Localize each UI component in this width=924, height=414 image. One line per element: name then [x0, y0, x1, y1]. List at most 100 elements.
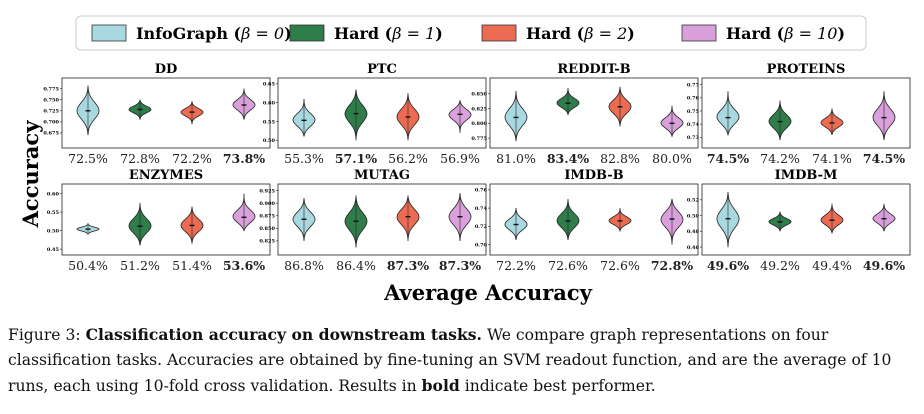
y-tick-label: 0.75 — [687, 109, 700, 115]
caption-bold-word: bold — [421, 376, 460, 395]
y-tick-label: 0.70 — [475, 242, 488, 248]
panel-title: DD — [155, 62, 178, 77]
panel-title: IMDB-B — [564, 168, 623, 183]
violin-dd-3 — [232, 88, 256, 120]
panel-proteins: PROTEINS 0.73 0.74 0.75 0.76 0.77 74.5% 74.2% 74… — [687, 62, 911, 166]
y-tick-label: 0.850 — [259, 226, 275, 232]
panel-frame — [61, 77, 271, 149]
y-tick-label: 0.725 — [43, 109, 59, 115]
legend-swatch — [681, 24, 717, 42]
value-label: 81.0% — [496, 151, 536, 166]
panel-frame — [701, 183, 911, 256]
violin-proteins-0 — [716, 91, 740, 137]
violin-ptc-1 — [344, 89, 368, 141]
violin-proteins-2 — [820, 108, 844, 135]
value-label: 72.2% — [172, 151, 212, 166]
value-label: 55.3% — [284, 151, 324, 166]
panel-mutag: MUTAG 0.825 0.850 0.875 0.900 0.925 86.8% 86.4%… — [259, 168, 487, 273]
panel-dd: DD 0.675 0.700 0.725 0.750 0.775 72.5% 72.8% 72.… — [43, 62, 271, 166]
y-tick-label: 0.60 — [263, 100, 276, 106]
y-tick-label: 0.50 — [263, 138, 276, 144]
panel-ptc: PTC 0.50 0.55 0.60 0.65 55.3% 57.1% 56.2% 56.9% — [263, 62, 487, 166]
violin-reddit-b-1 — [556, 87, 580, 116]
panel-title: PTC — [367, 62, 397, 77]
y-tick-label: 0.55 — [263, 119, 276, 125]
panel-reddit-b: REDDIT-B 0.775 0.800 0.825 0.850 81.0% 83.4% 82… — [471, 62, 699, 166]
violin-mutag-3 — [448, 193, 472, 241]
violin-imdb-m-0 — [716, 191, 740, 248]
y-tick-label: 0.775 — [471, 136, 487, 142]
value-label: 74.5% — [863, 151, 905, 166]
y-tick-label: 0.55 — [47, 210, 60, 216]
violin-reddit-b-2 — [608, 86, 632, 127]
panel-title: PROTEINS — [767, 62, 846, 77]
y-axis-label: Accuracy — [18, 120, 43, 229]
y-tick-label: 0.825 — [471, 106, 487, 112]
y-tick-label: 0.74 — [687, 122, 700, 128]
y-tick-label: 0.65 — [263, 82, 276, 88]
value-label: 80.0% — [652, 151, 692, 166]
value-label: 72.2% — [496, 258, 536, 273]
value-label: 87.3% — [387, 258, 429, 273]
y-tick-label: 0.48 — [687, 229, 700, 235]
value-label: 74.1% — [812, 151, 852, 166]
legend-label: Hard (β = 2) — [526, 24, 635, 43]
violin-enzymes-0 — [76, 223, 100, 236]
value-label: 50.4% — [68, 258, 108, 273]
value-label: 53.6% — [223, 258, 265, 273]
panel-title: MUTAG — [354, 168, 410, 183]
panel-title: ENZYMES — [129, 168, 203, 183]
y-tick-label: 0.775 — [43, 86, 59, 92]
violin-imdb-b-0 — [504, 208, 528, 241]
y-tick-label: 0.750 — [43, 98, 59, 104]
violin-ptc-3 — [448, 99, 472, 133]
legend-label: Hard (β = 1) — [334, 24, 443, 43]
value-label: 87.3% — [439, 258, 481, 273]
y-tick-label: 0.900 — [259, 201, 275, 207]
y-tick-label: 0.825 — [259, 239, 275, 245]
legend-box — [75, 15, 867, 51]
caption-prefix: Figure 3: — [8, 326, 86, 344]
y-tick-label: 0.72 — [475, 224, 488, 230]
y-tick-label: 0.60 — [47, 191, 60, 197]
value-label: 74.5% — [707, 151, 749, 166]
violin-imdb-m-1 — [768, 211, 792, 232]
violin-mutag-1 — [344, 195, 368, 248]
panel-frame — [489, 77, 699, 149]
value-label: 73.8% — [223, 151, 265, 166]
panel-imdb-m: IMDB-M 0.46 0.48 0.50 0.52 49.6% 49.2% 49.4% 49.… — [687, 168, 911, 273]
value-label: 72.8% — [651, 258, 693, 273]
value-label: 72.6% — [548, 258, 588, 273]
violin-proteins-1 — [768, 100, 792, 141]
value-label: 72.5% — [68, 151, 108, 166]
legend-swatch — [91, 24, 127, 42]
violin-dd-0 — [76, 85, 100, 136]
y-tick-label: 0.77 — [687, 82, 700, 88]
y-tick-label: 0.46 — [687, 245, 700, 251]
y-tick-label: 0.800 — [471, 121, 487, 127]
y-tick-label: 0.925 — [259, 188, 275, 194]
violin-imdb-m-3 — [872, 203, 896, 232]
value-label: 56.2% — [388, 151, 428, 166]
figure-3-violin-plots: InfoGraph (β = 0) Hard (β = 1) Hard (β = 2… — [18, 15, 911, 305]
y-tick-label: 0.45 — [47, 247, 60, 253]
violin-ptc-2 — [396, 93, 420, 141]
value-label: 56.9% — [440, 151, 480, 166]
violin-reddit-b-3 — [660, 105, 684, 138]
value-label: 49.4% — [812, 258, 852, 273]
panel-frame — [61, 183, 271, 256]
legend-swatch — [289, 24, 325, 42]
y-tick-label: 0.675 — [43, 131, 59, 137]
value-label: 51.4% — [172, 258, 212, 273]
panel-frame — [277, 77, 487, 149]
y-tick-label: 0.875 — [259, 214, 275, 220]
violin-proteins-3 — [872, 91, 896, 141]
violin-reddit-b-0 — [504, 90, 528, 142]
violin-dd-1 — [128, 99, 152, 120]
value-label: 82.8% — [600, 151, 640, 166]
panel-frame — [489, 183, 699, 256]
y-tick-label: 0.52 — [687, 198, 700, 204]
value-label: 72.8% — [120, 151, 160, 166]
y-tick-label: 0.76 — [475, 188, 488, 194]
panel-enzymes: ENZYMES 0.45 0.50 0.55 0.60 50.4% 51.2% 51.4% 53… — [47, 168, 271, 273]
